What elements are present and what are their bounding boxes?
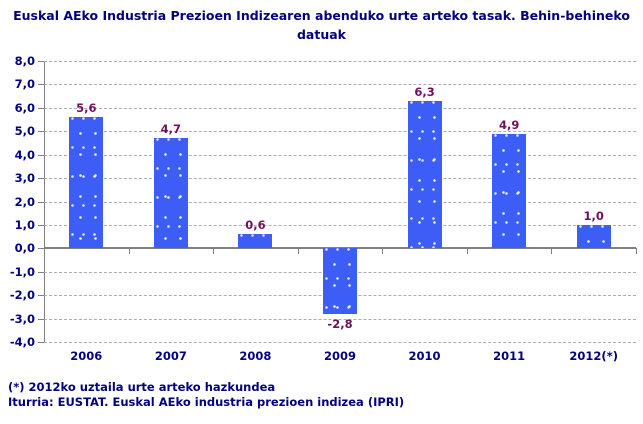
x-tick-label: 2012(*)	[569, 349, 618, 363]
bar-2007	[153, 138, 188, 249]
y-tick-label: 0,0	[14, 241, 35, 256]
y-axis-tick	[38, 271, 44, 273]
bar-value-label: 5,6	[76, 101, 97, 116]
y-axis-tick	[38, 154, 44, 156]
y-axis-tick	[38, 318, 44, 320]
y-tick-label: -2,0	[9, 288, 35, 303]
y-tick-label: 6,0	[14, 100, 35, 115]
x-tick-label: 2010	[408, 349, 441, 363]
x-axis-tick	[44, 248, 45, 255]
y-tick-label: 2,0	[14, 194, 35, 209]
bar-2008	[238, 234, 273, 249]
y-axis-tick	[38, 295, 44, 297]
y-axis-tick	[38, 61, 44, 62]
y-axis-tick	[38, 224, 44, 226]
x-axis-tick	[466, 248, 468, 255]
footnote-asterisk: (*) 2012ko uztaila urte arteko hazkundea	[8, 380, 276, 394]
y-tick-label: 8,0	[14, 54, 35, 68]
bar-value-label: 6,3	[414, 84, 435, 99]
gridline	[44, 224, 636, 226]
x-axis-tick	[297, 248, 299, 255]
y-tick-label: -1,0	[9, 264, 35, 279]
x-axis-tick	[551, 248, 553, 255]
y-axis-tick	[38, 84, 44, 86]
y-axis-tick	[38, 178, 44, 180]
x-tick-label: 2009	[323, 349, 357, 363]
x-axis-tick	[213, 248, 215, 255]
gridline	[44, 61, 636, 62]
bar-value-label: -2,8	[327, 316, 353, 331]
gridline	[44, 201, 636, 203]
x-tick-label: 2007	[154, 349, 187, 363]
footnote-source: Iturria: EUSTAT. Euskal AEko industria p…	[8, 395, 405, 409]
y-tick-label: -3,0	[9, 311, 35, 326]
plot-area: 5,6 4,7 0,6 -2,8 6,3 4,9 1,0	[44, 61, 637, 343]
y-tick-label: 7,0	[14, 77, 35, 92]
y-tick-label: 5,0	[14, 124, 35, 139]
bar-2006	[69, 117, 104, 249]
bar-2010	[407, 100, 442, 249]
x-axis-tick	[128, 248, 130, 255]
y-axis-tick	[38, 131, 44, 133]
gridline	[44, 178, 636, 180]
y-tick-label: 1,0	[14, 217, 35, 232]
bar-2011	[492, 133, 527, 249]
gridline	[44, 131, 636, 133]
gridline	[44, 342, 636, 343]
gridline	[44, 154, 636, 156]
y-axis-tick	[38, 201, 44, 203]
x-axis-tick	[636, 248, 637, 255]
bar-2012(*)	[576, 224, 611, 249]
y-tick-label: -4,0	[9, 335, 35, 349]
gridline	[44, 318, 636, 320]
x-axis-tick	[382, 248, 384, 255]
x-tick-label: 2011	[493, 349, 526, 363]
y-axis-tick	[38, 342, 44, 343]
bar-2009	[323, 248, 357, 314]
bar-value-label: 1,0	[583, 208, 604, 223]
bar-value-label: 4,7	[160, 122, 182, 137]
gridline	[44, 84, 636, 86]
bar-value-label: 0,6	[245, 218, 266, 233]
y-tick-label: 4,0	[14, 147, 35, 162]
footnotes: (*) 2012ko uztaila urte arteko hazkundea…	[8, 380, 404, 410]
x-tick-label: 2008	[239, 349, 272, 363]
y-axis-tick	[38, 248, 44, 250]
bar-value-label: 4,9	[498, 117, 520, 132]
y-tick-label: 3,0	[14, 171, 35, 186]
x-tick-label: 2006	[70, 349, 103, 363]
chart-title: Euskal AEko Industria Prezioen Indizeare…	[13, 8, 630, 42]
gridline	[44, 107, 636, 109]
y-axis-tick	[38, 107, 44, 109]
